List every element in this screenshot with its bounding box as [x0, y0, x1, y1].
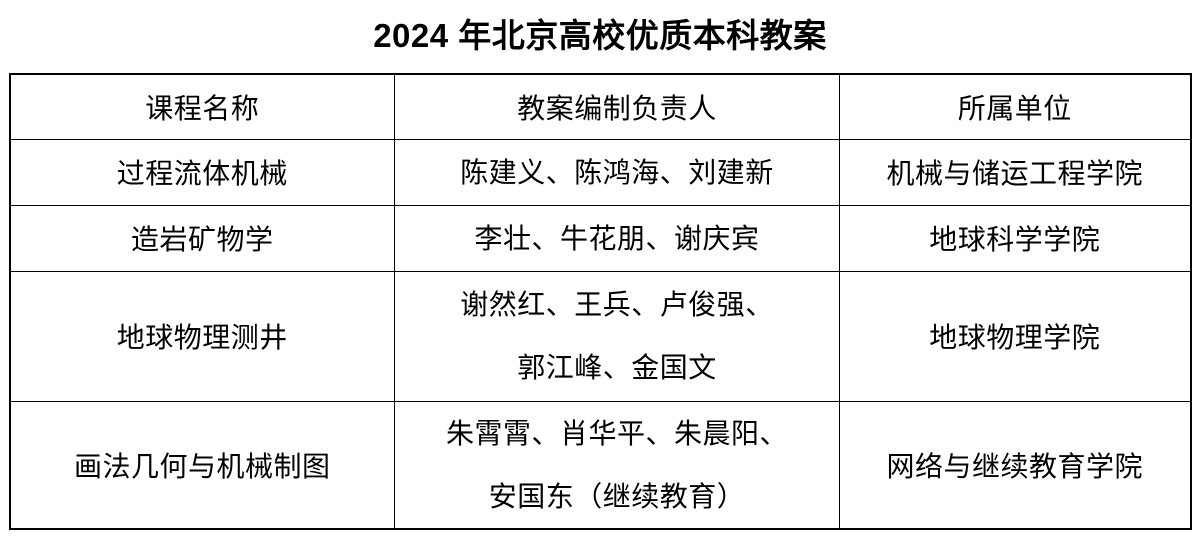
- column-header-affiliated-unit: 所属单位: [839, 73, 1191, 140]
- leaders-cell: 李壮、牛花朋、谢庆宾: [394, 204, 840, 272]
- unit-cell: 地球科学学院: [839, 204, 1191, 272]
- course-name-cell: 过程流体机械: [9, 138, 395, 206]
- unit-cell: 地球物理学院: [839, 270, 1191, 402]
- leaders-line: 陈建义、陈鸿海、刘建新: [460, 156, 774, 188]
- table-row: 造岩矿物学 李壮、牛花朋、谢庆宾 地球科学学院: [9, 204, 1191, 272]
- table-row: 过程流体机械 陈建义、陈鸿海、刘建新 机械与储运工程学院: [9, 138, 1191, 206]
- course-name-cell: 画法几何与机械制图: [9, 400, 395, 529]
- leaders-cell: 朱霄霄、肖华平、朱晨阳、 安国东（继续教育）: [394, 400, 840, 529]
- leaders-line: 朱霄霄、肖华平、朱晨阳、: [445, 417, 788, 449]
- leaders-cell: 谢然红、王兵、卢俊强、 郭江峰、金国文: [394, 270, 840, 402]
- table-header-row: 课程名称 教案编制负责人 所属单位: [9, 73, 1191, 140]
- table-row: 地球物理测井 谢然红、王兵、卢俊强、 郭江峰、金国文 地球物理学院: [9, 270, 1191, 402]
- page-title: 2024 年北京高校优质本科教案: [373, 17, 827, 54]
- lesson-plan-table: 课程名称 教案编制负责人 所属单位 过程流体机械 陈建义、陈鸿海、刘建新 机械与…: [8, 73, 1192, 530]
- course-name-cell: 造岩矿物学: [9, 204, 395, 272]
- leaders-line: 谢然红、王兵、卢俊强、: [460, 289, 774, 320]
- leaders-line: 李壮、牛花朋、谢庆宾: [474, 222, 760, 254]
- course-name-cell: 地球物理测井: [9, 270, 395, 402]
- column-header-course-name: 课程名称: [9, 73, 395, 140]
- table-row: 画法几何与机械制图 朱霄霄、肖华平、朱晨阳、 安国东（继续教育） 网络与继续教育…: [9, 400, 1191, 529]
- leaders-cell: 陈建义、陈鸿海、刘建新: [394, 138, 840, 206]
- unit-cell: 机械与储运工程学院: [839, 138, 1191, 206]
- leaders-line: 郭江峰、金国文: [517, 352, 717, 383]
- column-header-plan-leaders: 教案编制负责人: [394, 73, 840, 140]
- unit-cell: 网络与继续教育学院: [839, 400, 1191, 529]
- leaders-line: 安国东（继续教育）: [488, 480, 746, 512]
